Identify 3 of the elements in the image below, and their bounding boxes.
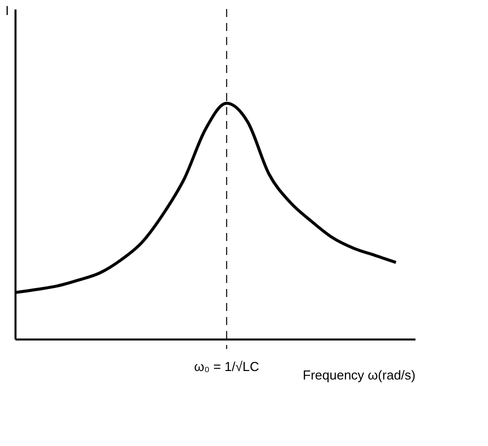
x-axis-title: Frequency ω(rad/s) [302,368,416,382]
text: I [5,3,9,18]
text: ω₀ = 1/√LC [194,359,260,374]
